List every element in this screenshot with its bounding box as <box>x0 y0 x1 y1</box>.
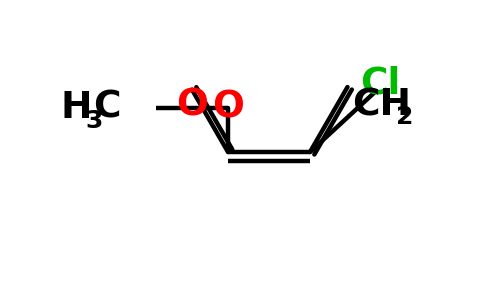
Text: 3: 3 <box>85 109 103 133</box>
Text: CH: CH <box>352 87 411 123</box>
Text: Cl: Cl <box>360 66 400 102</box>
Text: H: H <box>60 90 91 126</box>
Text: O: O <box>176 88 208 124</box>
Text: 2: 2 <box>395 105 413 129</box>
Text: C: C <box>93 90 121 126</box>
Text: O: O <box>212 90 244 126</box>
